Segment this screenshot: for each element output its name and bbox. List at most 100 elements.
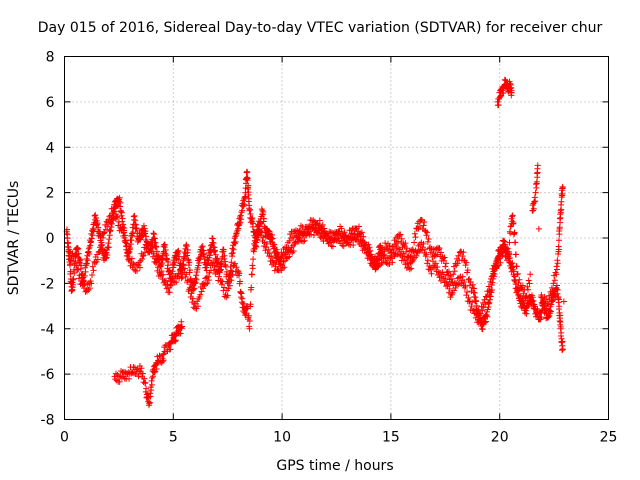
data-point [166, 289, 173, 296]
data-point [526, 280, 533, 287]
data-point [495, 256, 502, 263]
data-point [411, 239, 418, 246]
data-point [546, 296, 553, 303]
data-point [523, 304, 530, 311]
data-point [102, 255, 109, 262]
data-point [461, 278, 468, 285]
data-point [464, 267, 471, 274]
data-point [153, 248, 160, 255]
data-point [268, 231, 275, 238]
data-point [106, 236, 113, 243]
data-point [212, 251, 219, 258]
data-point [198, 244, 205, 251]
data-point [538, 314, 545, 321]
data-point [460, 249, 467, 256]
data-point [509, 212, 516, 219]
data-point [200, 247, 207, 254]
data-point [252, 242, 259, 249]
data-point [159, 257, 166, 264]
data-point [73, 262, 80, 269]
data-point [519, 282, 526, 289]
data-point [89, 232, 96, 239]
data-point [183, 271, 190, 278]
data-point [96, 248, 103, 255]
data-point [499, 252, 506, 259]
data-point [499, 237, 506, 244]
data-point [155, 252, 162, 259]
data-point [111, 208, 118, 215]
data-point [510, 268, 517, 275]
data-point [445, 281, 452, 288]
data-point [245, 189, 252, 196]
data-point [486, 296, 493, 303]
data-point [128, 255, 135, 262]
data-point [369, 262, 376, 269]
data-point [560, 298, 567, 305]
data-point [165, 259, 172, 266]
data-point [395, 245, 402, 252]
data-point [510, 220, 517, 227]
data-point [266, 250, 273, 257]
data-point [258, 229, 265, 236]
data-point [92, 212, 99, 219]
data-point [150, 250, 157, 257]
data-point [428, 270, 435, 277]
data-point [159, 358, 166, 365]
data-point [167, 346, 174, 353]
data-point [358, 229, 365, 236]
data-point [543, 295, 550, 302]
data-point [233, 264, 240, 271]
data-point [321, 225, 328, 232]
data-point [246, 202, 253, 209]
data-point [471, 289, 478, 296]
data-point [120, 221, 127, 228]
data-point [361, 239, 368, 246]
data-point [248, 284, 255, 291]
data-point [413, 252, 420, 259]
data-point [215, 273, 222, 280]
data-point [355, 223, 362, 230]
data-point [367, 247, 374, 254]
data-point [514, 270, 521, 277]
data-point [506, 239, 513, 246]
data-point [363, 246, 370, 253]
data-point [403, 245, 410, 252]
data-point [371, 253, 378, 260]
data-point [548, 284, 555, 291]
data-point [198, 288, 205, 295]
data-point [157, 359, 164, 366]
data-point [260, 208, 267, 215]
data-point [97, 244, 104, 251]
data-point [340, 237, 347, 244]
data-point [205, 277, 212, 284]
plot-frame [64, 56, 609, 420]
data-point [469, 299, 476, 306]
data-point [421, 218, 428, 225]
data-point [305, 230, 312, 237]
data-point [119, 224, 126, 231]
data-point [550, 280, 557, 287]
data-point [412, 234, 419, 241]
x-axis-label: GPS time / hours [276, 458, 393, 474]
x-tick-label: 25 [600, 430, 618, 446]
data-point [424, 229, 431, 236]
data-point [554, 286, 561, 293]
data-point [559, 346, 566, 353]
data-point [263, 240, 270, 247]
data-point [246, 318, 253, 325]
data-point [530, 297, 537, 304]
data-point [140, 252, 147, 259]
data-point [463, 259, 470, 266]
data-point [310, 217, 317, 224]
x-tick-label: 10 [273, 430, 291, 446]
data-point [420, 222, 427, 229]
data-point [334, 231, 341, 238]
data-point [205, 273, 212, 280]
data-point [490, 270, 497, 277]
data-point [129, 369, 136, 376]
data-point [557, 214, 564, 221]
data-point [424, 238, 431, 245]
data-point [93, 215, 100, 222]
data-point [265, 246, 272, 253]
data-point [75, 250, 82, 257]
